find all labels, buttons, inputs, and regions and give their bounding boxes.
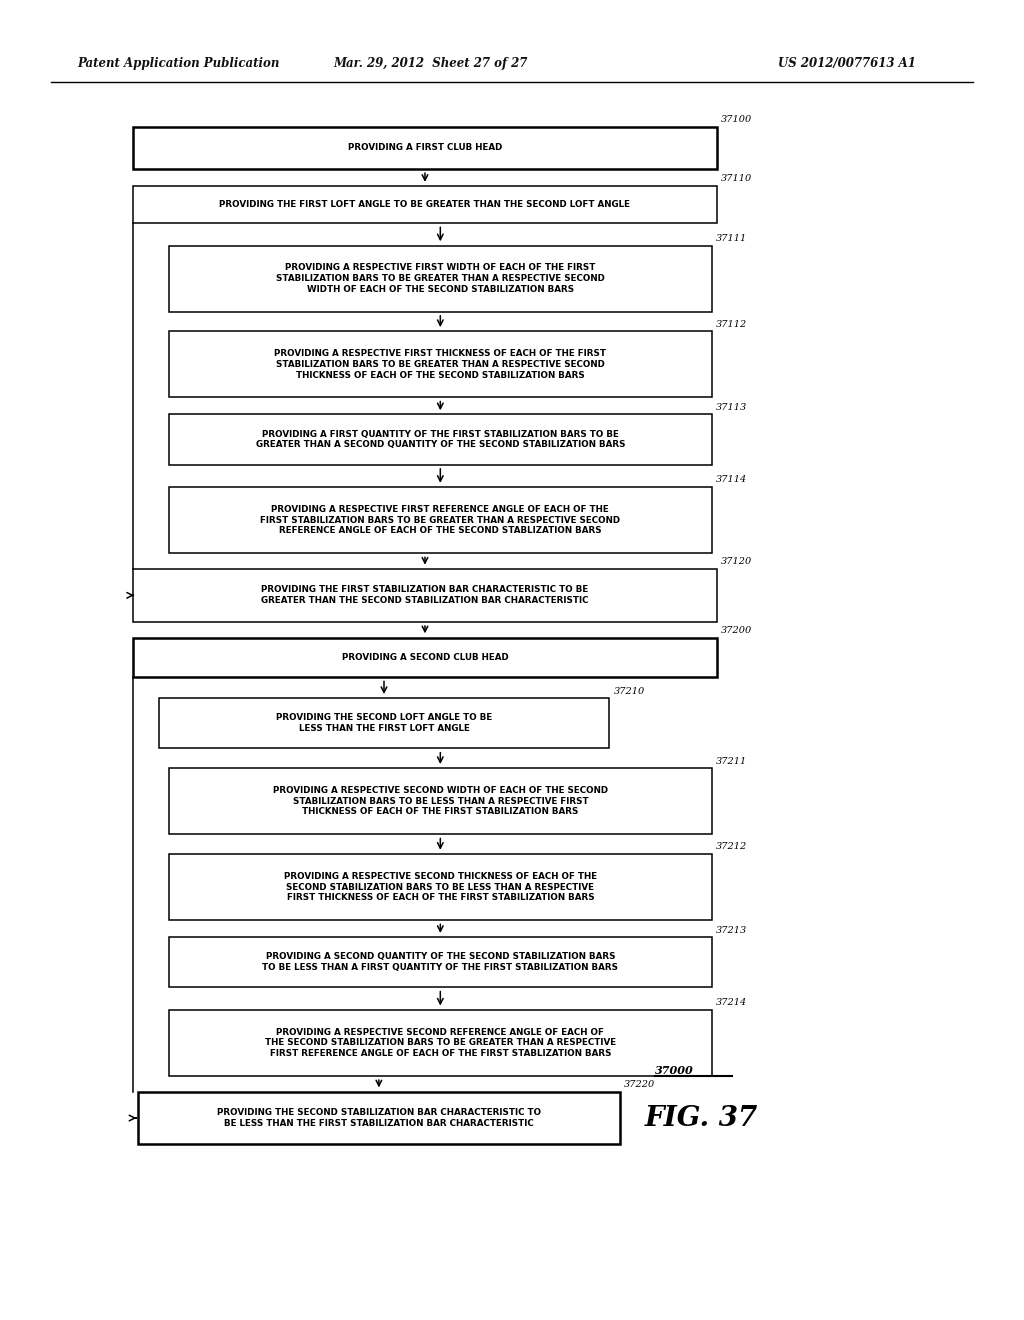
Text: 37211: 37211 (716, 756, 748, 766)
Text: PROVIDING A RESPECTIVE SECOND WIDTH OF EACH OF THE SECOND
STABILIZATION BARS TO : PROVIDING A RESPECTIVE SECOND WIDTH OF E… (272, 785, 608, 817)
Text: 37000: 37000 (655, 1065, 694, 1076)
FancyBboxPatch shape (169, 414, 712, 465)
FancyBboxPatch shape (169, 331, 712, 397)
Text: US 2012/0077613 A1: US 2012/0077613 A1 (778, 57, 916, 70)
FancyBboxPatch shape (169, 1010, 712, 1076)
Text: 37210: 37210 (613, 686, 645, 696)
FancyBboxPatch shape (169, 937, 712, 987)
FancyBboxPatch shape (133, 569, 717, 622)
FancyBboxPatch shape (169, 854, 712, 920)
Text: 37111: 37111 (716, 234, 748, 243)
Text: PROVIDING A FIRST QUANTITY OF THE FIRST STABILIZATION BARS TO BE
GREATER THAN A : PROVIDING A FIRST QUANTITY OF THE FIRST … (256, 430, 625, 449)
Text: PROVIDING THE FIRST LOFT ANGLE TO BE GREATER THAN THE SECOND LOFT ANGLE: PROVIDING THE FIRST LOFT ANGLE TO BE GRE… (219, 201, 631, 209)
Text: 37213: 37213 (716, 925, 748, 935)
Text: 37212: 37212 (716, 842, 748, 851)
Text: PROVIDING A RESPECTIVE SECOND REFERENCE ANGLE OF EACH OF
THE SECOND STABILIZATIO: PROVIDING A RESPECTIVE SECOND REFERENCE … (265, 1027, 615, 1059)
Text: PROVIDING A SECOND QUANTITY OF THE SECOND STABILIZATION BARS
TO BE LESS THAN A F: PROVIDING A SECOND QUANTITY OF THE SECON… (262, 953, 618, 972)
Text: PROVIDING THE SECOND STABILIZATION BAR CHARACTERISTIC TO
BE LESS THAN THE FIRST : PROVIDING THE SECOND STABILIZATION BAR C… (217, 1109, 541, 1127)
Text: FIG. 37: FIG. 37 (645, 1105, 759, 1131)
FancyBboxPatch shape (133, 127, 717, 169)
Text: 37120: 37120 (721, 557, 753, 566)
Text: 37110: 37110 (721, 174, 753, 183)
Text: 37113: 37113 (716, 403, 748, 412)
Text: Patent Application Publication: Patent Application Publication (77, 57, 280, 70)
FancyBboxPatch shape (169, 768, 712, 834)
Text: 37112: 37112 (716, 319, 748, 329)
Text: 37214: 37214 (716, 998, 748, 1007)
FancyBboxPatch shape (133, 638, 717, 677)
FancyBboxPatch shape (133, 186, 717, 223)
Text: 37100: 37100 (721, 115, 753, 124)
Text: Mar. 29, 2012  Sheet 27 of 27: Mar. 29, 2012 Sheet 27 of 27 (333, 57, 527, 70)
Text: PROVIDING THE FIRST STABILIZATION BAR CHARACTERISTIC TO BE
GREATER THAN THE SECO: PROVIDING THE FIRST STABILIZATION BAR CH… (261, 586, 589, 605)
FancyBboxPatch shape (159, 698, 609, 748)
Text: PROVIDING THE SECOND LOFT ANGLE TO BE
LESS THAN THE FIRST LOFT ANGLE: PROVIDING THE SECOND LOFT ANGLE TO BE LE… (275, 714, 493, 733)
FancyBboxPatch shape (138, 1092, 620, 1144)
Text: PROVIDING A RESPECTIVE FIRST REFERENCE ANGLE OF EACH OF THE
FIRST STABILIZATION : PROVIDING A RESPECTIVE FIRST REFERENCE A… (260, 504, 621, 536)
Text: PROVIDING A RESPECTIVE SECOND THICKNESS OF EACH OF THE
SECOND STABILIZATION BARS: PROVIDING A RESPECTIVE SECOND THICKNESS … (284, 871, 597, 903)
FancyBboxPatch shape (169, 487, 712, 553)
Text: PROVIDING A SECOND CLUB HEAD: PROVIDING A SECOND CLUB HEAD (342, 653, 508, 661)
Text: 37114: 37114 (716, 475, 748, 484)
Text: 37200: 37200 (721, 626, 753, 635)
FancyBboxPatch shape (169, 246, 712, 312)
Text: PROVIDING A RESPECTIVE FIRST WIDTH OF EACH OF THE FIRST
STABILIZATION BARS TO BE: PROVIDING A RESPECTIVE FIRST WIDTH OF EA… (275, 263, 605, 294)
Text: 37220: 37220 (624, 1080, 655, 1089)
Text: PROVIDING A FIRST CLUB HEAD: PROVIDING A FIRST CLUB HEAD (348, 144, 502, 152)
Text: PROVIDING A RESPECTIVE FIRST THICKNESS OF EACH OF THE FIRST
STABILIZATION BARS T: PROVIDING A RESPECTIVE FIRST THICKNESS O… (274, 348, 606, 380)
